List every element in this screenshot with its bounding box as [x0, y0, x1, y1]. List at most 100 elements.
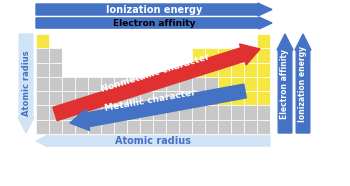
Bar — [49, 48, 62, 62]
Bar — [205, 91, 218, 105]
Bar — [205, 120, 218, 134]
FancyArrow shape — [70, 84, 246, 131]
Bar — [257, 91, 270, 105]
Bar — [36, 120, 49, 134]
Bar — [49, 91, 62, 105]
Bar — [218, 48, 231, 62]
Bar — [166, 120, 179, 134]
Bar — [114, 105, 127, 120]
Bar — [88, 91, 101, 105]
Bar — [75, 120, 88, 134]
Bar — [49, 120, 62, 134]
Bar — [166, 105, 179, 120]
Bar — [75, 77, 88, 91]
Bar — [88, 77, 101, 91]
Bar — [114, 77, 127, 91]
Bar — [127, 120, 140, 134]
Bar — [205, 62, 218, 77]
Bar — [231, 48, 244, 62]
FancyArrow shape — [36, 3, 272, 16]
Bar — [88, 120, 101, 134]
Bar — [127, 91, 140, 105]
Bar — [257, 34, 270, 48]
Bar — [36, 34, 49, 48]
Bar — [140, 91, 153, 105]
Bar — [231, 120, 244, 134]
Bar — [101, 91, 114, 105]
Bar — [127, 105, 140, 120]
Bar — [205, 77, 218, 91]
Bar — [140, 105, 153, 120]
Bar — [179, 120, 192, 134]
Bar — [244, 120, 257, 134]
Bar — [244, 105, 257, 120]
Bar — [192, 120, 205, 134]
Bar — [244, 62, 257, 77]
Bar — [231, 105, 244, 120]
Bar — [36, 62, 49, 77]
Bar — [88, 105, 101, 120]
Bar — [62, 77, 75, 91]
Bar — [244, 77, 257, 91]
FancyArrow shape — [18, 34, 34, 133]
Bar — [49, 62, 62, 77]
FancyArrow shape — [277, 34, 293, 133]
Bar — [179, 77, 192, 91]
Bar — [36, 105, 49, 120]
Bar — [166, 91, 179, 105]
Bar — [205, 105, 218, 120]
Bar — [218, 105, 231, 120]
Text: Electron affinity: Electron affinity — [113, 18, 195, 28]
Bar — [218, 77, 231, 91]
Bar — [192, 91, 205, 105]
Bar — [257, 48, 270, 62]
Bar — [257, 105, 270, 120]
Text: Atomic radius: Atomic radius — [115, 136, 191, 146]
FancyArrow shape — [295, 34, 311, 133]
FancyArrow shape — [36, 17, 272, 29]
Bar — [192, 48, 205, 62]
FancyArrow shape — [36, 135, 270, 147]
FancyArrow shape — [53, 44, 260, 121]
Text: Nonmetallic character: Nonmetallic character — [100, 52, 210, 94]
Bar — [179, 105, 192, 120]
Bar — [140, 77, 153, 91]
Bar — [205, 48, 218, 62]
Bar — [75, 105, 88, 120]
Bar — [114, 120, 127, 134]
Bar — [231, 77, 244, 91]
Bar — [49, 77, 62, 91]
Bar — [62, 105, 75, 120]
Bar — [62, 91, 75, 105]
Bar — [179, 91, 192, 105]
Bar — [218, 62, 231, 77]
Bar — [62, 120, 75, 134]
Text: Ionization energy: Ionization energy — [106, 4, 202, 15]
Bar — [166, 77, 179, 91]
Bar — [153, 105, 166, 120]
Bar — [153, 91, 166, 105]
Bar — [257, 120, 270, 134]
Bar — [231, 91, 244, 105]
Bar — [153, 120, 166, 134]
Bar — [101, 105, 114, 120]
Bar — [218, 120, 231, 134]
Bar — [114, 91, 127, 105]
Bar — [192, 77, 205, 91]
Text: Metallic character: Metallic character — [104, 89, 196, 113]
Bar — [36, 48, 49, 62]
Bar — [101, 77, 114, 91]
Text: Electron affinity: Electron affinity — [280, 49, 289, 118]
Bar — [192, 62, 205, 77]
Bar — [192, 105, 205, 120]
Bar — [127, 77, 140, 91]
Bar — [244, 48, 257, 62]
Bar — [101, 120, 114, 134]
Bar — [257, 77, 270, 91]
Bar — [140, 120, 153, 134]
Bar — [49, 105, 62, 120]
Bar — [153, 77, 166, 91]
Bar — [218, 91, 231, 105]
Bar — [36, 91, 49, 105]
Text: Atomic radius: Atomic radius — [21, 51, 30, 116]
